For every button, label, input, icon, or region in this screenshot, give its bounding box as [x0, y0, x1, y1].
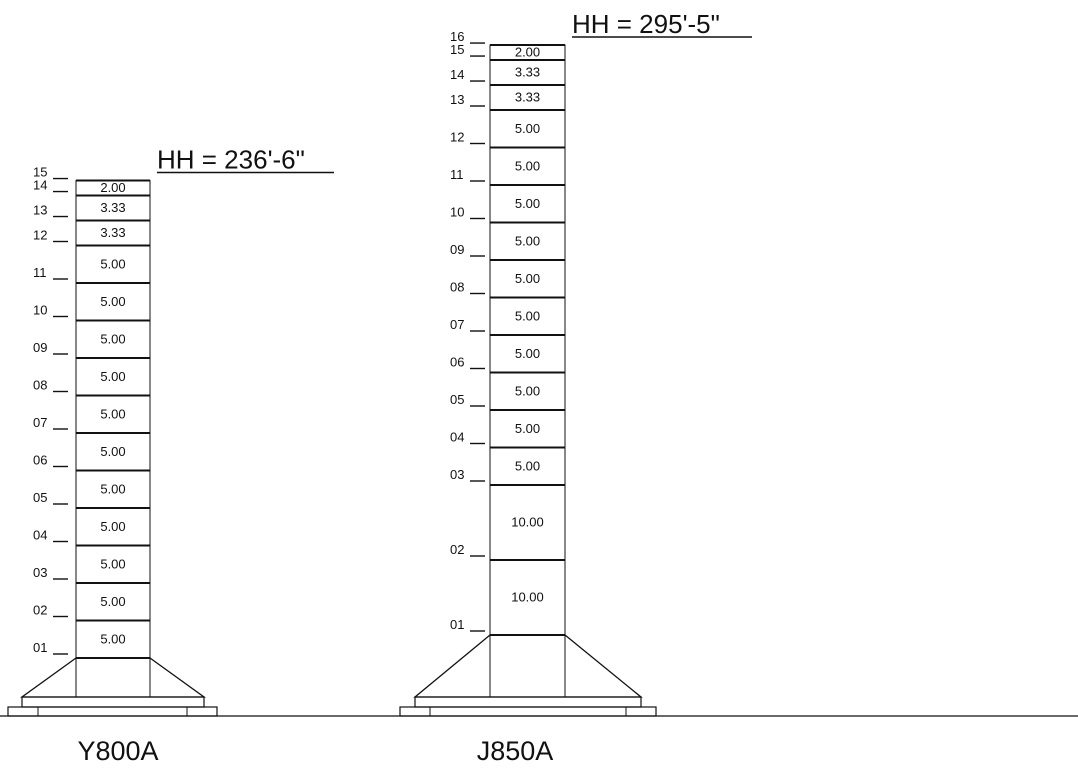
joint-number-label: 01: [33, 640, 47, 655]
tower-j850a: 10.00 01 10.00 02 5.00 03 5.00 04 5.00 05 5.00 06 5.…: [399, 29, 752, 717]
section-length-label: 5.00: [100, 556, 125, 571]
section-length-label: 5.00: [100, 594, 125, 609]
joint-number-label: 06: [450, 355, 464, 370]
joint-number-label: 08: [450, 280, 464, 295]
joint-number-label: 14: [33, 178, 47, 193]
joint-number-label: 06: [33, 453, 47, 468]
joint-number-label: 16: [450, 29, 464, 44]
section-length-label: 5.00: [515, 346, 540, 361]
section-length-label: 3.33: [515, 65, 540, 80]
section-length-label: 5.00: [100, 369, 125, 384]
section-length-label: 5.00: [515, 383, 540, 398]
joint-number-label: 07: [33, 415, 47, 430]
tower-base-flare: [19, 657, 207, 698]
tower-base-flare: [413, 634, 643, 698]
joint-number-label: 12: [33, 228, 47, 243]
joint-number-label: 15: [450, 42, 464, 57]
joint-number-label: 02: [450, 542, 464, 557]
foundation-pedestal: [414, 696, 642, 708]
joint-number-label: 03: [450, 467, 464, 482]
joint-number-label: 02: [33, 603, 47, 618]
foundation-pedestal: [21, 696, 205, 708]
joint-number-label: 09: [33, 340, 47, 355]
section-length-label: 5.00: [100, 519, 125, 534]
section-length-label: 5.00: [515, 308, 540, 323]
joint-number-label: 10: [33, 303, 47, 318]
joint-number-label: 11: [450, 167, 464, 182]
joint-number-label: 14: [450, 67, 464, 82]
section-length-label: 3.33: [100, 225, 125, 240]
foundation-slab: [399, 706, 657, 717]
hub-height-label: HH = 236'-6": [157, 145, 305, 175]
joint-number-label: 12: [450, 130, 464, 145]
section-length-label: 10.00: [511, 590, 544, 605]
section-length-label: 5.00: [515, 458, 540, 473]
section-length-label: 2.00: [515, 45, 540, 60]
joint-number-label: 13: [33, 203, 47, 218]
section-length-label: 5.00: [515, 421, 540, 436]
section-length-label: 5.00: [100, 406, 125, 421]
foundation-slab: [7, 706, 218, 717]
section-length-label: 5.00: [515, 121, 540, 136]
tower-name: Y800A: [77, 736, 158, 766]
section-length-label: 5.00: [515, 196, 540, 211]
section-length-label: 5.00: [100, 331, 125, 346]
joint-number-label: 05: [450, 392, 464, 407]
section-length-label: 5.00: [100, 444, 125, 459]
section-length-label: 5.00: [515, 271, 540, 286]
section-length-label: 5.00: [100, 294, 125, 309]
joint-number-label: 13: [450, 92, 464, 107]
joint-number-label: 10: [450, 205, 464, 220]
hub-height-label: HH = 295'-5": [572, 9, 720, 39]
joint-number-label: 04: [450, 430, 464, 445]
joint-number-label: 01: [450, 617, 464, 632]
section-length-label: 5.00: [100, 631, 125, 646]
section-length-label: 5.00: [100, 256, 125, 271]
tower-name: J850A: [477, 736, 554, 766]
section-length-label: 3.33: [100, 200, 125, 215]
joint-number-label: 05: [33, 490, 47, 505]
tower-y800a: 5.00 01 5.00 02 5.00 03 5.00 04 5.00 05 5.00 06 5.00…: [7, 165, 334, 717]
section-length-label: 2.00: [100, 180, 125, 195]
joint-number-label: 08: [33, 378, 47, 393]
section-length-label: 3.33: [515, 90, 540, 105]
joint-number-label: 07: [450, 317, 464, 332]
section-length-label: 10.00: [511, 515, 544, 530]
joint-number-label: 11: [33, 265, 47, 280]
section-length-label: 5.00: [515, 158, 540, 173]
joint-number-label: 04: [33, 528, 47, 543]
joint-number-label: 03: [33, 565, 47, 580]
joint-number-label: 09: [450, 242, 464, 257]
joint-number-label: 15: [33, 165, 47, 180]
section-length-label: 5.00: [100, 481, 125, 496]
section-length-label: 5.00: [515, 233, 540, 248]
